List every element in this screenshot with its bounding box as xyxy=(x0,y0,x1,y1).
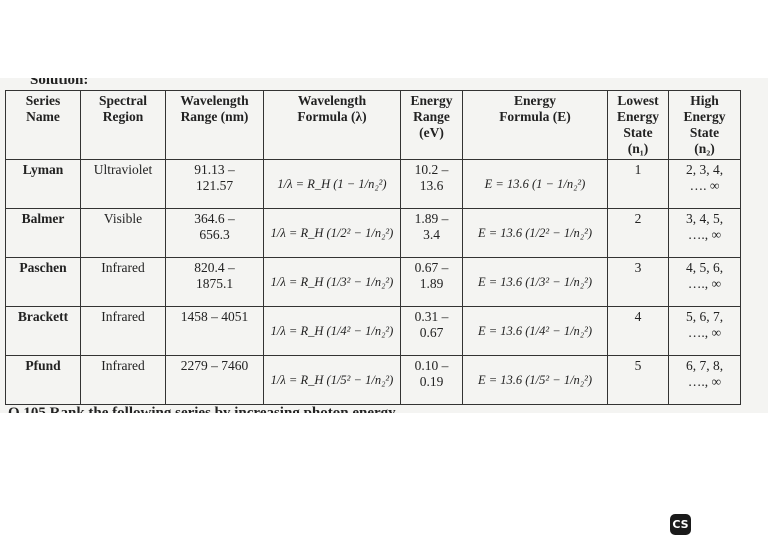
header-cell: Energy Formula (E) xyxy=(462,90,608,160)
table-cell: Lyman xyxy=(5,159,81,209)
table-cell: 2279 – 7460 xyxy=(165,355,264,405)
formula-cell: 1/λ = R_H (1/2² − 1/n₂²) xyxy=(263,208,401,258)
table-cell: Infrared xyxy=(80,306,166,356)
formula-cell: E = 13.6 (1/3² − 1/n₂²) xyxy=(462,257,608,307)
table-cell: Visible xyxy=(80,208,166,258)
table-cell: Balmer xyxy=(5,208,81,258)
watermark-logo: CS xyxy=(670,514,691,535)
table-cell: 820.4 – 1875.1 xyxy=(165,257,264,307)
table-cell: Infrared xyxy=(80,257,166,307)
table-cell: 2 xyxy=(607,208,669,258)
table-cell: 4, 5, 6, …., ∞ xyxy=(668,257,741,307)
scanned-sheet: Solution: Series Name Spectral Region Wave… xyxy=(0,78,768,413)
table-row: Pfund Infrared 2279 – 7460 1/λ = R_H (1/5² … xyxy=(5,355,741,405)
table-cell: Brackett xyxy=(5,306,81,356)
table-row: Paschen Infrared 820.4 – 1875.1 1/λ = R_H (… xyxy=(5,257,741,307)
formula-cell: 1/λ = R_H (1/4² − 1/n₂²) xyxy=(263,306,401,356)
formula-cell: 1/λ = R_H (1 − 1/n₂²) xyxy=(263,159,401,209)
series-table: Series Name Spectral Region Wavelength Ran… xyxy=(5,90,741,405)
table-cell: 3 xyxy=(607,257,669,307)
table-cell: Ultraviolet xyxy=(80,159,166,209)
table-row: Lyman Ultraviolet 91.13 – 121.57 1/λ = R_H … xyxy=(5,159,741,209)
table-body: Lyman Ultraviolet 91.13 – 121.57 1/λ = R_H … xyxy=(5,159,741,405)
formula-cell: 1/λ = R_H (1/5² − 1/n₂²) xyxy=(263,355,401,405)
table-cell: 10.2 – 13.6 xyxy=(400,159,463,209)
table-cell: 91.13 – 121.57 xyxy=(165,159,264,209)
table-row: Brackett Infrared 1458 – 4051 1/λ = R_H (1/… xyxy=(5,306,741,356)
table-cell: 0.10 – 0.19 xyxy=(400,355,463,405)
table-cell: 2, 3, 4, …. ∞ xyxy=(668,159,741,209)
header-cell: Wavelength Formula (λ) xyxy=(263,90,401,160)
header-cell: High Energy State (n₂) xyxy=(668,90,741,160)
cut-heading: Solution: xyxy=(30,78,89,88)
formula-cell: E = 13.6 (1/5² − 1/n₂²) xyxy=(462,355,608,405)
header-cell: Series Name xyxy=(5,90,81,160)
table-cell: Paschen xyxy=(5,257,81,307)
table-cell: 5, 6, 7, …., ∞ xyxy=(668,306,741,356)
cut-question: Q.105 Rank the following series by incre… xyxy=(8,405,396,413)
table-cell: Pfund xyxy=(5,355,81,405)
table-row: Balmer Visible 364.6 – 656.3 1/λ = R_H (1/2… xyxy=(5,208,741,258)
header-cell: Wavelength Range (nm) xyxy=(165,90,264,160)
header-cell: Spectral Region xyxy=(80,90,166,160)
table-cell: 4 xyxy=(607,306,669,356)
header-cell: Lowest Energy State (n₁) xyxy=(607,90,669,160)
table-cell: 364.6 – 656.3 xyxy=(165,208,264,258)
header-row: Series Name Spectral Region Wavelength Ran… xyxy=(5,90,741,160)
table-cell: 0.67 – 1.89 xyxy=(400,257,463,307)
table-cell: 1 xyxy=(607,159,669,209)
table-cell: 0.31 – 0.67 xyxy=(400,306,463,356)
table-cell: 3, 4, 5, …., ∞ xyxy=(668,208,741,258)
table-cell: 1.89 – 3.4 xyxy=(400,208,463,258)
formula-cell: 1/λ = R_H (1/3² − 1/n₂²) xyxy=(263,257,401,307)
formula-cell: E = 13.6 (1/4² − 1/n₂²) xyxy=(462,306,608,356)
table-cell: Infrared xyxy=(80,355,166,405)
table-cell: 6, 7, 8, …., ∞ xyxy=(668,355,741,405)
formula-cell: E = 13.6 (1/2² − 1/n₂²) xyxy=(462,208,608,258)
table-cell: 5 xyxy=(607,355,669,405)
formula-cell: E = 13.6 (1 − 1/n₂²) xyxy=(462,159,608,209)
table-cell: 1458 – 4051 xyxy=(165,306,264,356)
header-cell: Energy Range (eV) xyxy=(400,90,463,160)
